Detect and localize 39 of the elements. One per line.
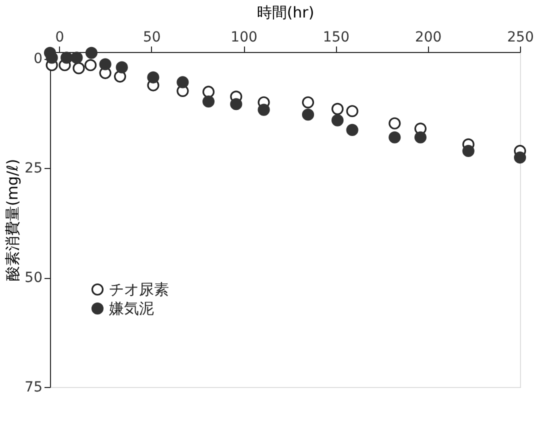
- point: [388, 117, 401, 130]
- point: [85, 46, 98, 59]
- point: [72, 62, 85, 74]
- x-tick-label: 250: [507, 30, 534, 46]
- y-axis-title: 酸素消費量(mg/ℓ): [4, 158, 22, 282]
- point: [202, 95, 215, 108]
- x-tick-label: 0: [55, 30, 64, 46]
- point: [514, 152, 526, 164]
- point: [99, 58, 112, 70]
- point: [346, 105, 358, 118]
- point: [176, 76, 189, 88]
- point: [230, 98, 242, 110]
- point: [346, 124, 358, 136]
- point: [46, 52, 58, 64]
- point: [302, 96, 314, 108]
- point: [202, 86, 215, 98]
- legend-label: チオ尿素: [109, 280, 169, 298]
- point: [116, 61, 128, 74]
- legend-label: 嫌気泥: [109, 300, 154, 318]
- point: [331, 102, 344, 115]
- y-tick-label: 50: [24, 270, 42, 286]
- x-axis-title: 時間(hr): [256, 4, 314, 22]
- x-tick-label: 50: [142, 30, 161, 46]
- point: [331, 114, 344, 126]
- x-tick-label: 150: [322, 30, 350, 46]
- point: [147, 71, 160, 84]
- point: [462, 144, 474, 157]
- y-tick-label: 0: [34, 51, 42, 68]
- y-tick-label: 75: [24, 380, 42, 396]
- x-tick-label: 200: [414, 30, 442, 46]
- point: [60, 52, 73, 64]
- point: [414, 131, 427, 144]
- y-tick-label: 25: [24, 160, 42, 177]
- x-tick-label: 100: [230, 30, 258, 46]
- point: [70, 52, 83, 64]
- point: [388, 131, 401, 144]
- point: [302, 108, 314, 121]
- point: [84, 59, 97, 72]
- point: [258, 104, 270, 116]
